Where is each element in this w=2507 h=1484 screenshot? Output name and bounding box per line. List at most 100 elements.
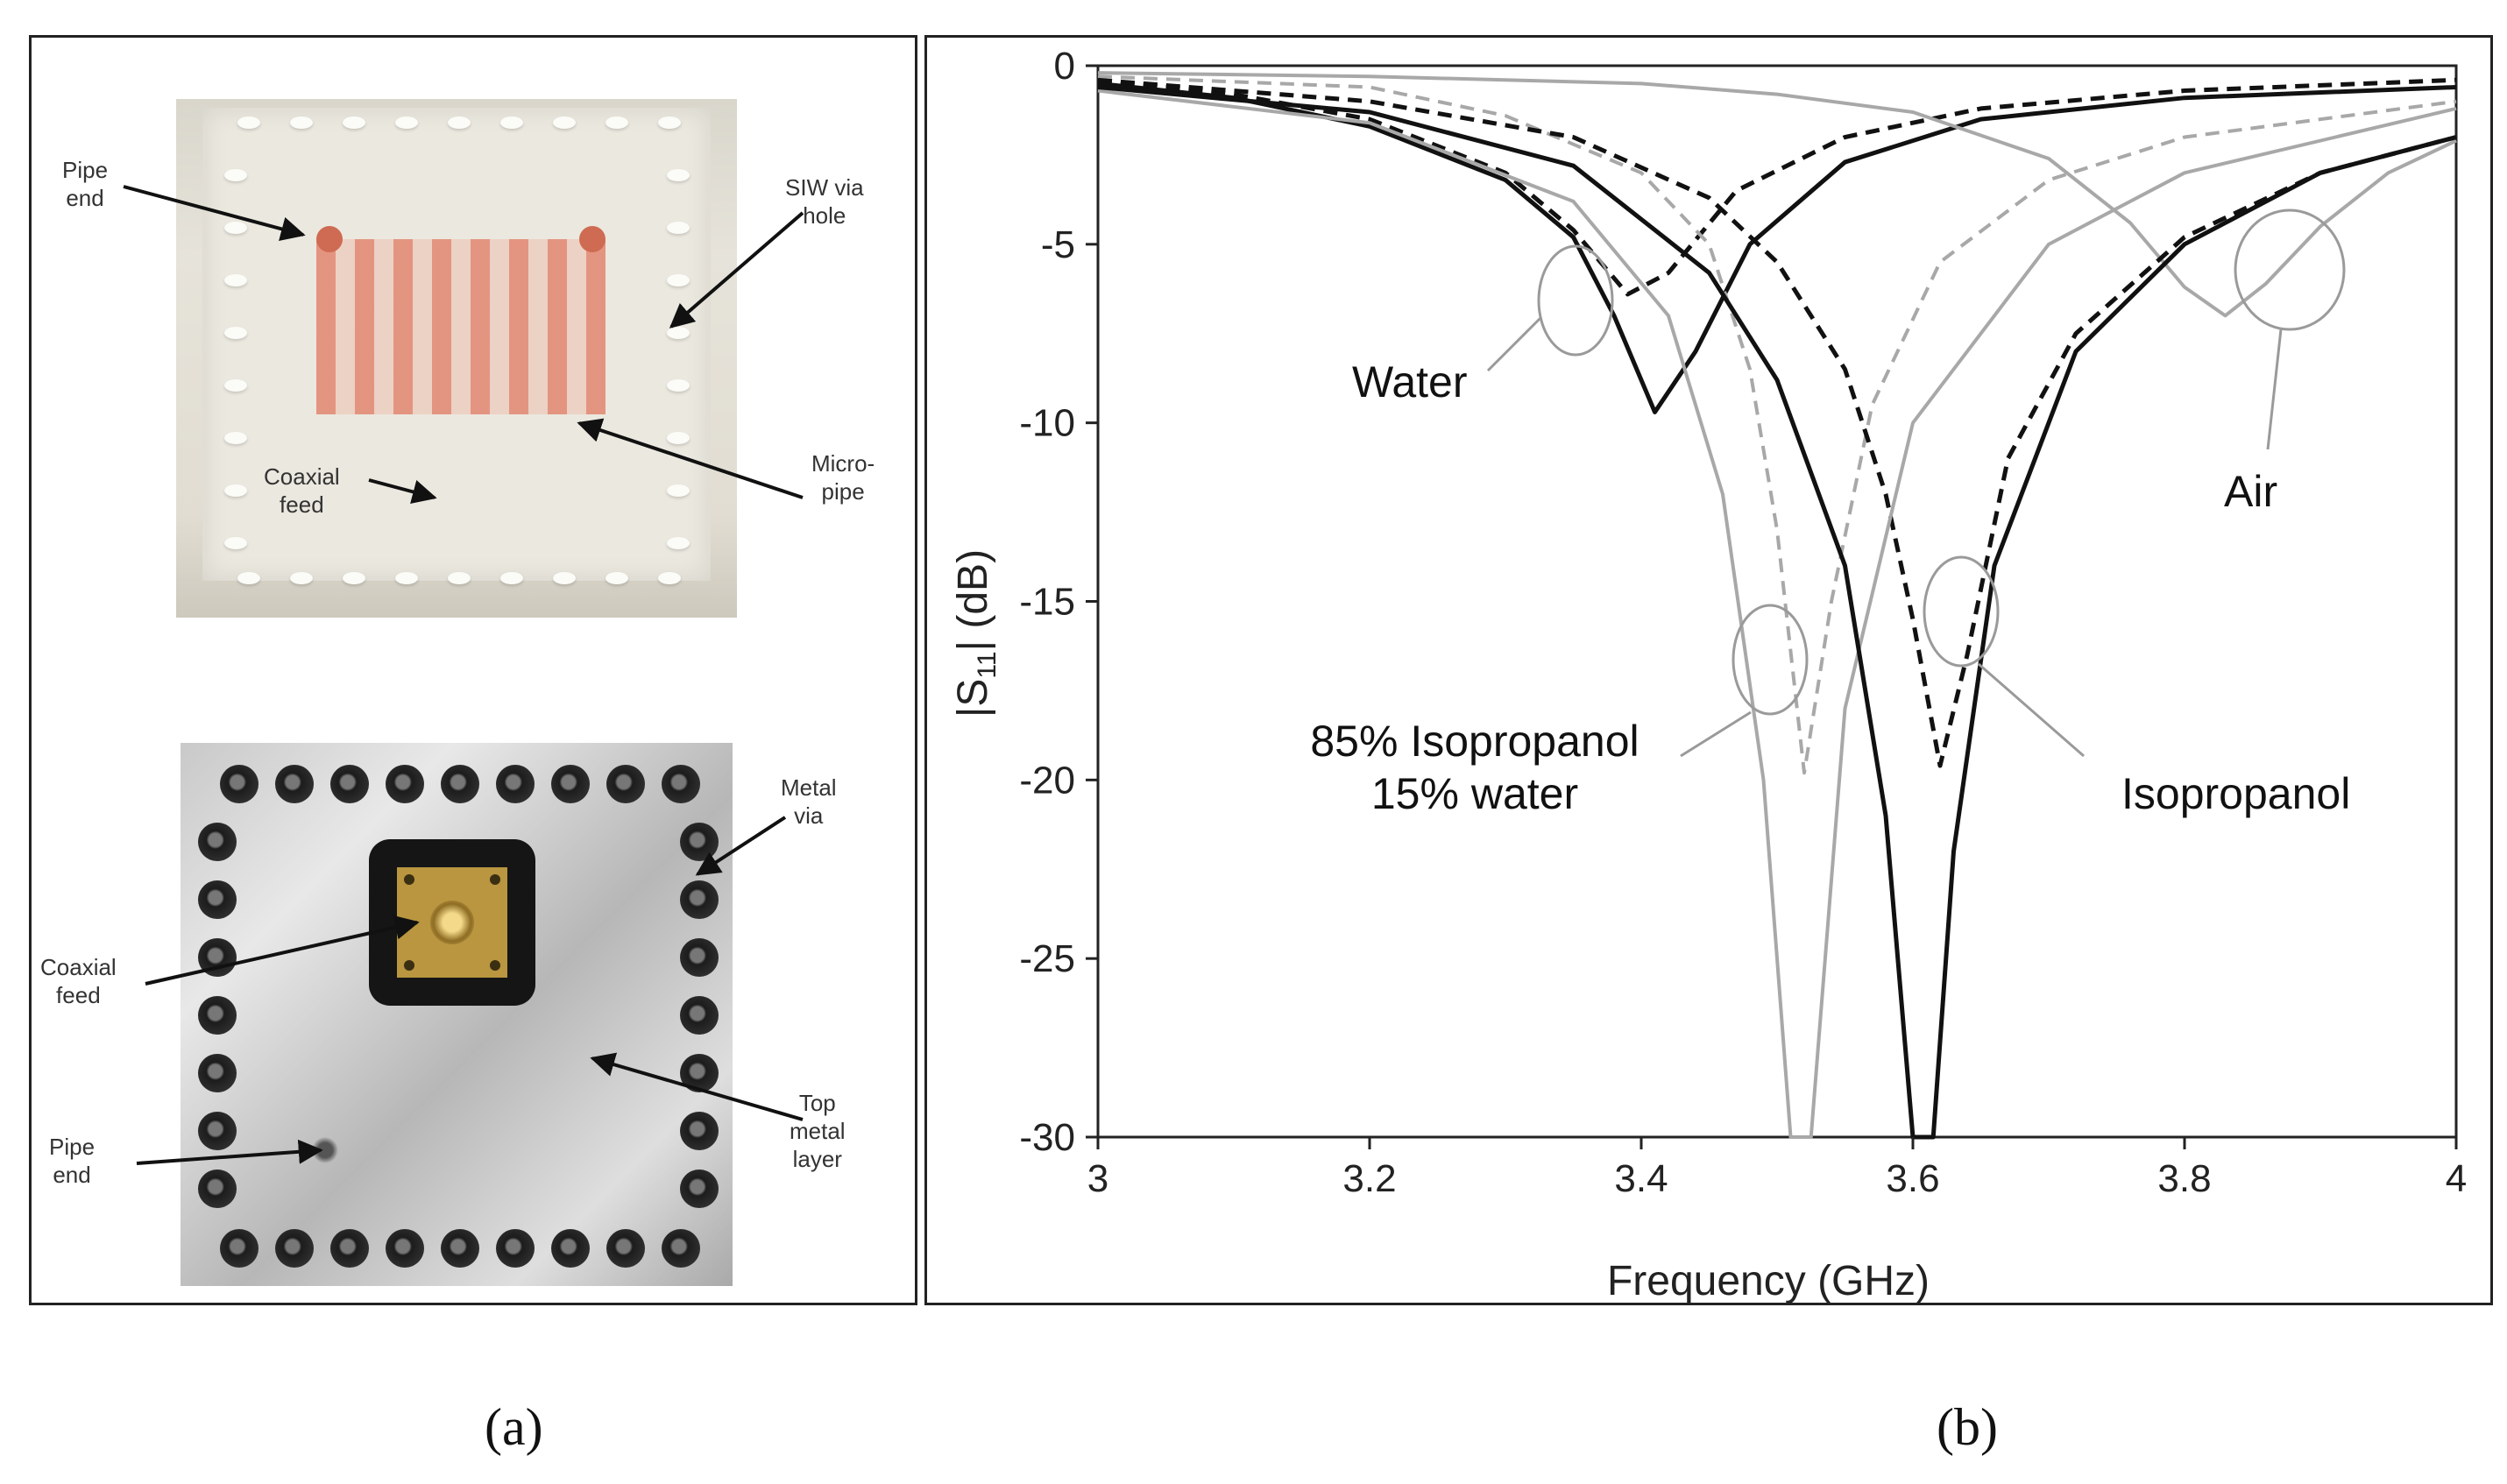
series-line-5 — [1097, 88, 2457, 1139]
via-hole — [290, 117, 313, 129]
metal-via — [662, 1229, 700, 1268]
metal-via — [551, 765, 590, 803]
sma-screw-hole — [404, 960, 414, 971]
sma-screw-hole — [404, 874, 414, 885]
annotation-water: Water — [1352, 357, 1468, 406]
y-tick-label: -25 — [1019, 937, 1075, 980]
label-pipe-end-top: Pipe end — [62, 157, 109, 211]
via-hole — [606, 117, 628, 129]
water-ellipse — [1537, 244, 1614, 357]
tick-group: 3 3.2 3.4 3.6 3.8 4 0 -5 -10 -15 -20 -25 -30 — [1019, 45, 2467, 1200]
metal-via — [551, 1229, 590, 1268]
metal-via — [198, 1170, 237, 1208]
metal-via — [606, 765, 645, 803]
series-line-3 — [1097, 74, 2457, 775]
via-hole — [553, 117, 576, 129]
x-tick-label: 3.6 — [1886, 1157, 1939, 1200]
s11-chart: 3 3.2 3.4 3.6 3.8 4 0 -5 -10 -15 -20 -25 -30 Frequen… — [950, 45, 2467, 1304]
metal-via — [330, 765, 369, 803]
via-hole — [224, 327, 247, 339]
isopropanol-ellipse — [1923, 555, 2000, 668]
metal-via — [330, 1229, 369, 1268]
via-hole — [395, 117, 418, 129]
x-tick-label: 3.2 — [1342, 1157, 1396, 1200]
sma-center-pin — [430, 901, 474, 944]
y-tick-label: -15 — [1019, 581, 1075, 624]
metal-via — [680, 880, 719, 919]
label-siw-via-hole: SIW via hole — [785, 174, 864, 229]
arrow-metal-via — [695, 816, 787, 876]
x-tick-label: 3 — [1087, 1157, 1108, 1200]
annotation-arrows — [123, 185, 804, 1165]
metal-via — [496, 1229, 535, 1268]
mixture-ellipse — [1732, 604, 1809, 716]
y-tick-label: -30 — [1019, 1116, 1075, 1159]
y-axis-title: |S11| (dB) — [950, 549, 1002, 717]
via-hole — [667, 222, 690, 234]
mixture-leader — [1680, 710, 1752, 758]
metal-via — [386, 1229, 424, 1268]
via-hole — [658, 117, 681, 129]
via-hole — [500, 572, 523, 584]
metal-via — [275, 765, 314, 803]
pipe-end-dot — [579, 226, 606, 252]
sma-screw-hole — [490, 874, 500, 885]
y-tick-label: -10 — [1019, 402, 1075, 445]
air-ellipse — [2234, 208, 2346, 331]
via-hole — [290, 572, 313, 584]
via-hole — [448, 572, 471, 584]
micro-pipe-channel — [316, 239, 606, 414]
metal-via — [220, 765, 258, 803]
metal-via — [386, 765, 424, 803]
pipe-end-dot — [316, 226, 343, 252]
y-tick-label: -5 — [1041, 223, 1075, 266]
via-hole — [237, 572, 260, 584]
arrow-pipe-end-bottom — [136, 1139, 323, 1165]
arrow-coaxial-feed-bottom — [145, 915, 420, 986]
metal-via — [441, 1229, 479, 1268]
y-tick-label: -20 — [1019, 759, 1075, 802]
via-hole — [500, 117, 523, 129]
label-top-metal-layer: Top metal layer — [790, 1090, 846, 1172]
water-leader — [1486, 316, 1542, 372]
via-hole — [224, 432, 247, 444]
panel-b-chart: 3 3.2 3.4 3.6 3.8 4 0 -5 -10 -15 -20 -25 -30 Frequen… — [924, 35, 2493, 1305]
metal-via — [680, 1170, 719, 1208]
label-coaxial-feed-top: Coaxial feed — [264, 463, 340, 518]
metal-via — [680, 996, 719, 1035]
metal-via — [606, 1229, 645, 1268]
metal-via — [220, 1229, 258, 1268]
via-hole — [667, 432, 690, 444]
series-group — [1097, 71, 2457, 1140]
metal-via — [198, 1054, 237, 1092]
metal-via — [275, 1229, 314, 1268]
annotation-air: Air — [2224, 467, 2277, 516]
via-hole — [606, 572, 628, 584]
arrow-micro-pipe — [577, 418, 804, 499]
series-line-2 — [1097, 71, 2457, 318]
metal-via — [441, 765, 479, 803]
via-hole — [667, 274, 690, 286]
via-hole — [667, 169, 690, 181]
x-axis-title: Frequency (GHz) — [1607, 1258, 1930, 1304]
via-hole — [658, 572, 681, 584]
via-hole — [224, 169, 247, 181]
arrow-pipe-end-top — [123, 185, 306, 241]
sensor-top-photo: 012345 — [176, 99, 737, 618]
sma-screw-hole — [490, 960, 500, 971]
arrow-top-metal-layer — [590, 1052, 804, 1121]
via-hole — [224, 537, 247, 549]
sensor-board-top — [202, 108, 711, 581]
via-hole — [667, 537, 690, 549]
y-tick-label: 0 — [1054, 45, 1075, 88]
metal-via — [662, 765, 700, 803]
x-tick-label: 3.8 — [2157, 1157, 2211, 1200]
annotation-mixture-line1: 85% Isopropanol — [1310, 717, 1639, 766]
label-metal-via: Metal via — [781, 774, 837, 829]
metal-via — [198, 823, 237, 861]
label-micro-pipe: Micro-pipe — [811, 450, 875, 505]
series-line-1 — [1097, 77, 2457, 297]
metal-via — [680, 1112, 719, 1150]
series-line-0 — [1097, 81, 2457, 414]
